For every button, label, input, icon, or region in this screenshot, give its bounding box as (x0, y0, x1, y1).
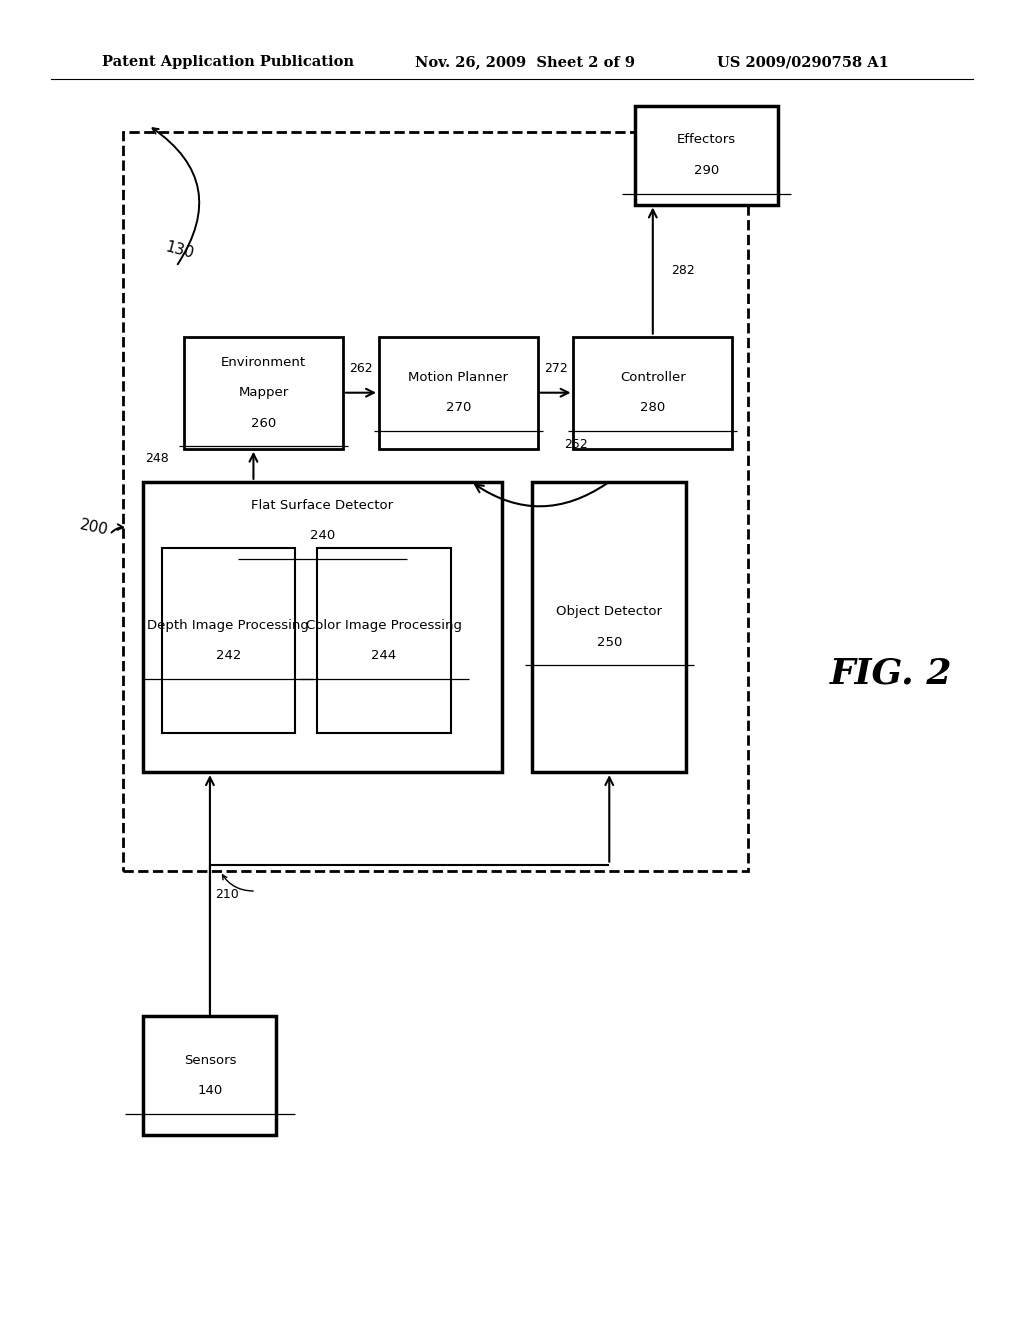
Text: 250: 250 (597, 636, 622, 648)
FancyBboxPatch shape (123, 132, 748, 871)
Text: 248: 248 (145, 453, 169, 465)
Text: 242: 242 (216, 649, 241, 661)
FancyBboxPatch shape (184, 337, 343, 449)
Text: 252: 252 (564, 438, 588, 451)
Text: Nov. 26, 2009  Sheet 2 of 9: Nov. 26, 2009 Sheet 2 of 9 (415, 55, 635, 69)
Text: 282: 282 (672, 264, 695, 277)
Text: Controller: Controller (620, 371, 686, 384)
Text: 240: 240 (310, 529, 335, 543)
FancyBboxPatch shape (143, 482, 502, 772)
Text: Motion Planner: Motion Planner (409, 371, 508, 384)
Text: 130: 130 (163, 240, 196, 261)
Text: 260: 260 (251, 417, 276, 429)
Text: Flat Surface Detector: Flat Surface Detector (252, 499, 393, 512)
Text: 200: 200 (79, 517, 110, 539)
Text: Mapper: Mapper (239, 387, 289, 399)
Text: 140: 140 (198, 1085, 222, 1097)
Text: FIG. 2: FIG. 2 (829, 656, 952, 690)
FancyBboxPatch shape (143, 1016, 276, 1135)
Text: 272: 272 (544, 363, 567, 375)
Text: Patent Application Publication: Patent Application Publication (102, 55, 354, 69)
Text: Environment: Environment (221, 356, 306, 368)
Text: 244: 244 (372, 649, 396, 661)
Text: US 2009/0290758 A1: US 2009/0290758 A1 (717, 55, 889, 69)
Text: 210: 210 (215, 888, 239, 902)
FancyBboxPatch shape (635, 106, 778, 205)
Text: Object Detector: Object Detector (556, 606, 663, 618)
Text: 270: 270 (445, 401, 471, 414)
FancyBboxPatch shape (317, 548, 451, 733)
FancyBboxPatch shape (379, 337, 538, 449)
FancyBboxPatch shape (532, 482, 686, 772)
Text: Depth Image Processing: Depth Image Processing (147, 619, 309, 631)
Text: Effectors: Effectors (677, 133, 736, 147)
Text: 290: 290 (694, 164, 719, 177)
FancyBboxPatch shape (162, 548, 295, 733)
Text: 280: 280 (640, 401, 666, 414)
FancyBboxPatch shape (573, 337, 732, 449)
Text: 262: 262 (349, 363, 373, 375)
Text: Color Image Processing: Color Image Processing (306, 619, 462, 631)
Text: Sensors: Sensors (183, 1055, 237, 1067)
